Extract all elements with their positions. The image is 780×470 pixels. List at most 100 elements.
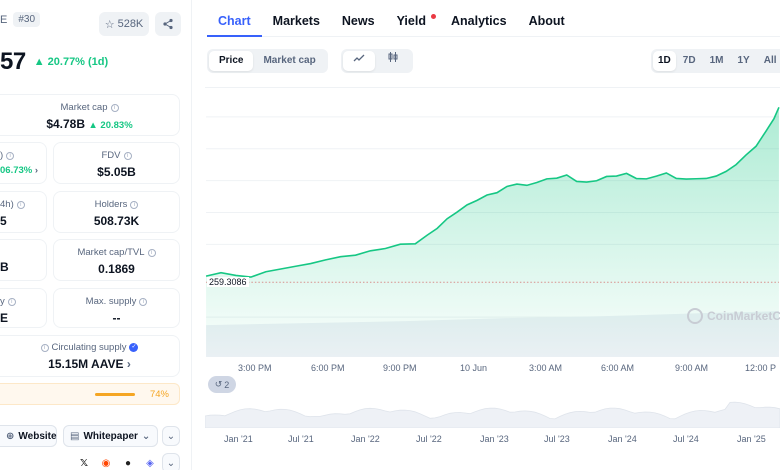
price-row: 57 ▲ 20.77% (1d) xyxy=(0,48,108,76)
overview-label: Jan '21 xyxy=(224,434,253,444)
supply-progress-percent: 74% xyxy=(149,389,169,400)
total-supply-value: E xyxy=(0,311,9,325)
x-axis-label: 3:00 AM xyxy=(529,363,563,373)
notification-dot xyxy=(430,14,436,19)
reddit-icon: ◉ xyxy=(101,457,111,469)
price-mcap-toggle: Price Market cap xyxy=(207,49,328,73)
share-icon xyxy=(163,18,173,30)
tab-yield[interactable]: Yield xyxy=(386,0,440,36)
price-chart[interactable] xyxy=(205,87,780,357)
range-all[interactable]: All xyxy=(763,55,777,66)
volume-24h-card[interactable]: 4h) i 5 xyxy=(0,191,47,233)
mcap-tvl-card[interactable]: Market cap/TVL i 0.1869 xyxy=(53,239,180,281)
tab-news[interactable]: News xyxy=(341,14,375,28)
tab-chart[interactable]: Chart xyxy=(207,0,262,37)
star-icon: ☆ xyxy=(104,18,115,31)
github-link[interactable]: ● xyxy=(118,453,138,470)
range-1m[interactable]: 1M xyxy=(709,55,724,66)
volume-24h-value: 5 xyxy=(0,214,7,228)
events-toggle[interactable]: ↺ 2 xyxy=(208,376,236,393)
document-icon: ▤ xyxy=(70,430,80,442)
fdv-label: FDV i xyxy=(54,150,179,161)
range-1d[interactable]: 1D xyxy=(653,51,676,71)
more-links-button[interactable]: ⌄ xyxy=(162,426,180,446)
chart-style-toggle xyxy=(341,49,413,73)
whitepaper-link[interactable]: ▤ Whitepaper ⌄ xyxy=(63,425,158,447)
main-tabs: Chart Markets News Yield Analytics About xyxy=(207,0,780,37)
candlestick-button[interactable] xyxy=(375,51,411,71)
x-axis-label: 6:00 PM xyxy=(311,363,345,373)
x-axis-label: 10 Jun xyxy=(460,363,488,373)
chevron-down-icon: ⌄ xyxy=(166,457,176,469)
x-axis-label: 9:00 AM xyxy=(675,363,709,373)
circulating-supply-card[interactable]: i Circulating supply ✓ 15.15M AAVE › xyxy=(0,335,180,377)
website-link[interactable]: ⊕ Website xyxy=(0,425,57,447)
overview-label: Jan '22 xyxy=(351,434,380,444)
holders-label: Holders i xyxy=(54,199,179,210)
overview-chart[interactable] xyxy=(205,398,780,428)
discord-link[interactable]: ◈ xyxy=(140,453,160,470)
x-icon: 𝕏 xyxy=(79,457,89,469)
volume-24h-label: 4h) i xyxy=(0,199,46,210)
volume-card[interactable]: ) i 06.73% › xyxy=(0,142,47,184)
coin-info-panel: E #30 ☆ 528K 57 ▲ 20.77% (1d) Market cap… xyxy=(0,0,192,470)
tab-analytics[interactable]: Analytics xyxy=(450,14,507,28)
share-button[interactable] xyxy=(155,12,181,36)
x-axis-label: 9:00 PM xyxy=(383,363,417,373)
rank-badge: #30 xyxy=(13,12,41,27)
overview-label: Jan '23 xyxy=(480,434,509,444)
price-line xyxy=(205,107,780,278)
price-toggle[interactable]: Price xyxy=(209,51,254,71)
overview-label: Jul '24 xyxy=(673,434,699,444)
overview-label: Jan '24 xyxy=(608,434,637,444)
circulating-supply-value: 15.15M AAVE › xyxy=(48,357,131,371)
x-axis-label: 3:00 PM xyxy=(238,363,272,373)
circulating-supply-label: i Circulating supply ✓ xyxy=(0,342,179,353)
market-cap-card[interactable]: Market cap i $4.78B ▲ 20.83% xyxy=(0,94,180,136)
time-range-toggle: 1D 7D 1M 1Y All xyxy=(651,49,780,73)
tvl-card[interactable]: B xyxy=(0,239,47,281)
watchlist-count: 528K xyxy=(117,18,144,30)
market-cap-toggle[interactable]: Market cap xyxy=(263,55,316,66)
chevron-down-icon: ⌄ xyxy=(166,430,176,442)
info-icon: i xyxy=(110,103,119,112)
discord-icon: ◈ xyxy=(146,457,154,469)
github-icon: ● xyxy=(124,457,132,469)
watchlist-button[interactable]: ☆ 528K xyxy=(99,12,149,36)
holders-value: 508.73K xyxy=(93,214,140,228)
range-1y[interactable]: 1Y xyxy=(737,55,750,66)
overview-label: Jul '21 xyxy=(288,434,314,444)
price-area xyxy=(206,107,779,357)
range-7d[interactable]: 7D xyxy=(682,55,696,66)
tab-markets[interactable]: Markets xyxy=(272,14,320,28)
more-social-button[interactable]: ⌄ xyxy=(162,453,180,470)
x-axis-label: 6:00 AM xyxy=(601,363,635,373)
volume-change: 06.73% › xyxy=(0,165,39,176)
max-supply-card[interactable]: Max. supply i -- xyxy=(53,288,180,328)
info-icon: i xyxy=(147,248,156,257)
mcap-tvl-value: 0.1869 xyxy=(98,262,135,276)
supply-progress: 74% xyxy=(0,383,180,405)
coin-name: E xyxy=(0,13,8,26)
holders-card[interactable]: Holders i 508.73K xyxy=(53,191,180,233)
fdv-value: $5.05B xyxy=(97,165,136,179)
market-cap-value: $4.78B ▲ 20.83% xyxy=(46,117,133,131)
info-icon: i xyxy=(139,297,148,306)
supply-progress-bar xyxy=(95,393,135,396)
history-icon: ↺ xyxy=(214,379,223,389)
overview-label: Jul '23 xyxy=(544,434,570,444)
max-supply-label: Max. supply i xyxy=(54,296,179,307)
x-twitter-link[interactable]: 𝕏 xyxy=(74,453,94,470)
mcap-tvl-label: Market cap/TVL i xyxy=(54,247,179,258)
info-icon: i xyxy=(123,151,132,160)
reddit-link[interactable]: ◉ xyxy=(96,453,116,470)
fdv-card[interactable]: FDV i $5.05B xyxy=(53,142,180,184)
info-icon: i xyxy=(6,151,15,160)
tab-about[interactable]: About xyxy=(528,14,565,28)
line-chart-button[interactable] xyxy=(343,51,375,71)
coinmarketcap-logo-icon xyxy=(687,308,703,324)
x-axis-label: 12:00 P xyxy=(745,363,777,373)
info-icon: i xyxy=(7,297,16,306)
price-change: ▲ 20.77% (1d) xyxy=(33,56,109,68)
